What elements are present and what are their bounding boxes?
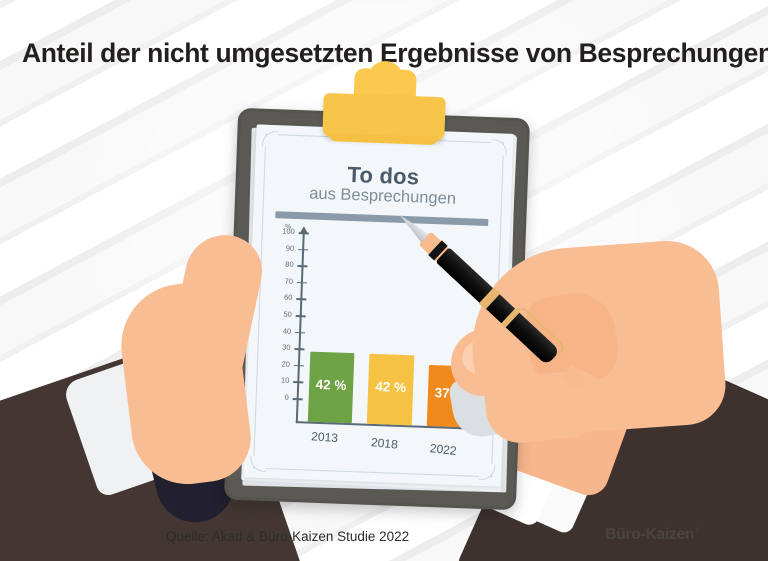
frame-corner-top-right-icon — [490, 139, 508, 156]
source-note: Quelle: Akad & Büro-Kaizen Studie 2022 — [166, 529, 410, 544]
y-tick-label: 10 — [280, 375, 290, 386]
x-axis-label-2018: 2018 — [370, 435, 398, 452]
registered-trademark-icon: ® — [694, 525, 700, 535]
y-tick-label: 100 — [282, 226, 295, 236]
brand-logo: Büro-Kaizen® — [605, 526, 700, 544]
left-hand — [114, 227, 269, 491]
y-tick-label: 40 — [282, 326, 292, 336]
right-hand-fingers — [482, 367, 610, 447]
frame-corner-top-left-icon — [261, 130, 279, 148]
y-tick-label: 50 — [283, 309, 292, 319]
y-tick-label: 70 — [284, 276, 294, 286]
bar-value-label: 42 % — [315, 376, 347, 393]
bar-2013: 42 % — [307, 351, 355, 424]
bar-value-label: 42 % — [374, 378, 407, 395]
x-axis-label-2013: 2013 — [310, 429, 339, 446]
y-tick-label: 90 — [285, 243, 295, 253]
y-tick-label: 80 — [285, 259, 294, 270]
brand-logo-text: Büro-Kaizen — [605, 526, 695, 543]
y-tick-label: 20 — [281, 359, 291, 369]
y-tick-label: 60 — [283, 292, 293, 303]
page-title: Anteil der nicht umgesetzten Ergebnisse … — [22, 38, 768, 68]
y-tick-label: 30 — [282, 342, 291, 353]
bar-2018: 42 % — [367, 354, 414, 426]
y-tick-label: 0 — [284, 392, 289, 402]
clipboard-clip-icon — [322, 92, 446, 142]
right-hand — [432, 196, 732, 466]
